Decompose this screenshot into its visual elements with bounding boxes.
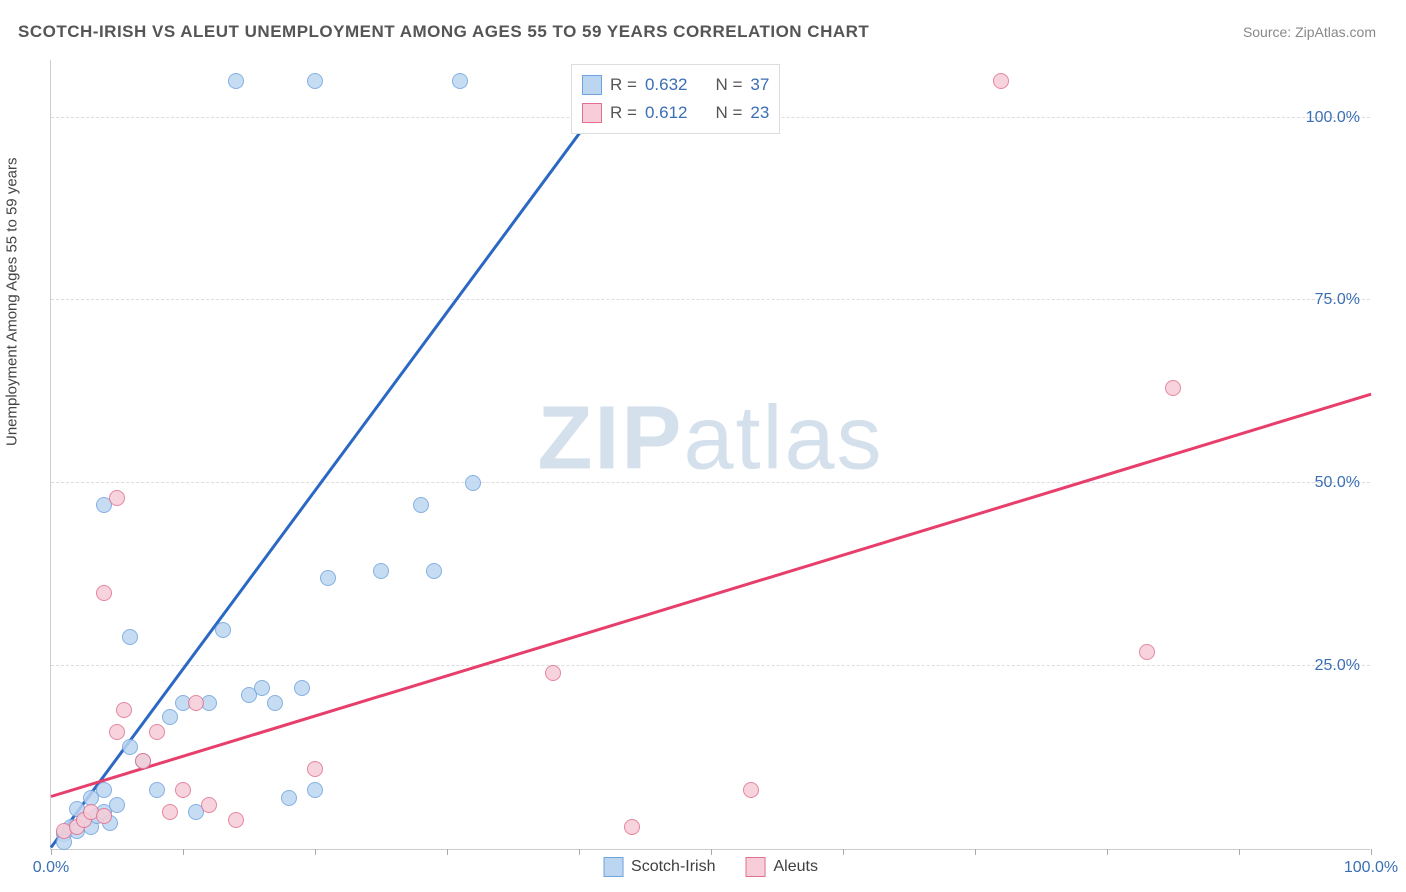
data-point [1165, 380, 1181, 396]
n-label: N = [715, 99, 742, 127]
r-label: R = [610, 71, 637, 99]
data-point [1139, 644, 1155, 660]
r-label: R = [610, 99, 637, 127]
y-axis-label: Unemployment Among Ages 55 to 59 years [4, 157, 21, 446]
data-point [993, 73, 1009, 89]
x-tick [975, 849, 976, 855]
trend-line [51, 393, 1372, 798]
series-legend-label: Aleuts [774, 858, 818, 876]
data-point [116, 702, 132, 718]
n-value: 23 [750, 99, 769, 127]
correlation-legend-row: R = 0.612 N = 23 [582, 99, 769, 127]
x-tick [1371, 849, 1372, 855]
plot-area: ZIPatlas R =0.632N =37R =0.612N =23 Scot… [50, 60, 1370, 850]
chart-container: SCOTCH-IRISH VS ALEUT UNEMPLOYMENT AMONG… [0, 0, 1406, 892]
data-point [545, 665, 561, 681]
data-point [228, 812, 244, 828]
data-point [254, 680, 270, 696]
y-tick-label: 75.0% [1315, 291, 1360, 309]
x-tick [1107, 849, 1108, 855]
x-tick-label: 100.0% [1344, 859, 1398, 877]
series-legend-label: Scotch-Irish [631, 858, 715, 876]
data-point [307, 782, 323, 798]
x-tick-label: 0.0% [33, 859, 69, 877]
r-value: 0.612 [645, 99, 688, 127]
x-tick [183, 849, 184, 855]
data-point [426, 563, 442, 579]
x-tick [711, 849, 712, 855]
gridline [51, 665, 1370, 666]
data-point [452, 73, 468, 89]
data-point [96, 782, 112, 798]
y-tick-label: 25.0% [1315, 657, 1360, 675]
data-point [109, 797, 125, 813]
data-point [175, 782, 191, 798]
data-point [135, 753, 151, 769]
y-tick-label: 100.0% [1306, 109, 1360, 127]
data-point [413, 497, 429, 513]
data-point [307, 761, 323, 777]
data-point [281, 790, 297, 806]
n-value: 37 [750, 71, 769, 99]
y-tick-label: 50.0% [1315, 474, 1360, 492]
data-point [149, 782, 165, 798]
gridline [51, 482, 1370, 483]
x-tick [315, 849, 316, 855]
chart-title: SCOTCH-IRISH VS ALEUT UNEMPLOYMENT AMONG… [18, 22, 869, 42]
x-tick [51, 849, 52, 855]
data-point [320, 570, 336, 586]
x-tick [447, 849, 448, 855]
data-point [109, 490, 125, 506]
r-value: 0.632 [645, 71, 688, 99]
x-tick [843, 849, 844, 855]
data-point [96, 585, 112, 601]
watermark-bold: ZIP [537, 388, 683, 488]
data-point [267, 695, 283, 711]
data-point [307, 73, 323, 89]
watermark-light: atlas [683, 388, 883, 488]
gridline [51, 299, 1370, 300]
data-point [162, 804, 178, 820]
watermark: ZIPatlas [537, 387, 883, 490]
data-point [162, 709, 178, 725]
x-tick [579, 849, 580, 855]
data-point [96, 808, 112, 824]
data-point [201, 797, 217, 813]
data-point [149, 724, 165, 740]
legend-swatch [582, 75, 602, 95]
legend-swatch [746, 857, 766, 877]
legend-swatch [582, 103, 602, 123]
data-point [743, 782, 759, 798]
series-legend: Scotch-Irish Aleuts [603, 857, 818, 877]
correlation-legend: R = 0.632 N = 37 R = 0.612 N = 23 [571, 64, 780, 134]
data-point [465, 475, 481, 491]
data-point [122, 739, 138, 755]
source-attribution: Source: ZipAtlas.com [1243, 24, 1376, 40]
n-label: N = [715, 71, 742, 99]
correlation-legend-row: R = 0.632 N = 37 [582, 71, 769, 99]
series-legend-item: Aleuts [746, 857, 818, 877]
series-legend-item: Scotch-Irish [603, 857, 715, 877]
data-point [215, 622, 231, 638]
data-point [109, 724, 125, 740]
data-point [294, 680, 310, 696]
data-point [373, 563, 389, 579]
legend-swatch [603, 857, 623, 877]
data-point [624, 819, 640, 835]
data-point [188, 695, 204, 711]
data-point [228, 73, 244, 89]
data-point [122, 629, 138, 645]
x-tick [1239, 849, 1240, 855]
